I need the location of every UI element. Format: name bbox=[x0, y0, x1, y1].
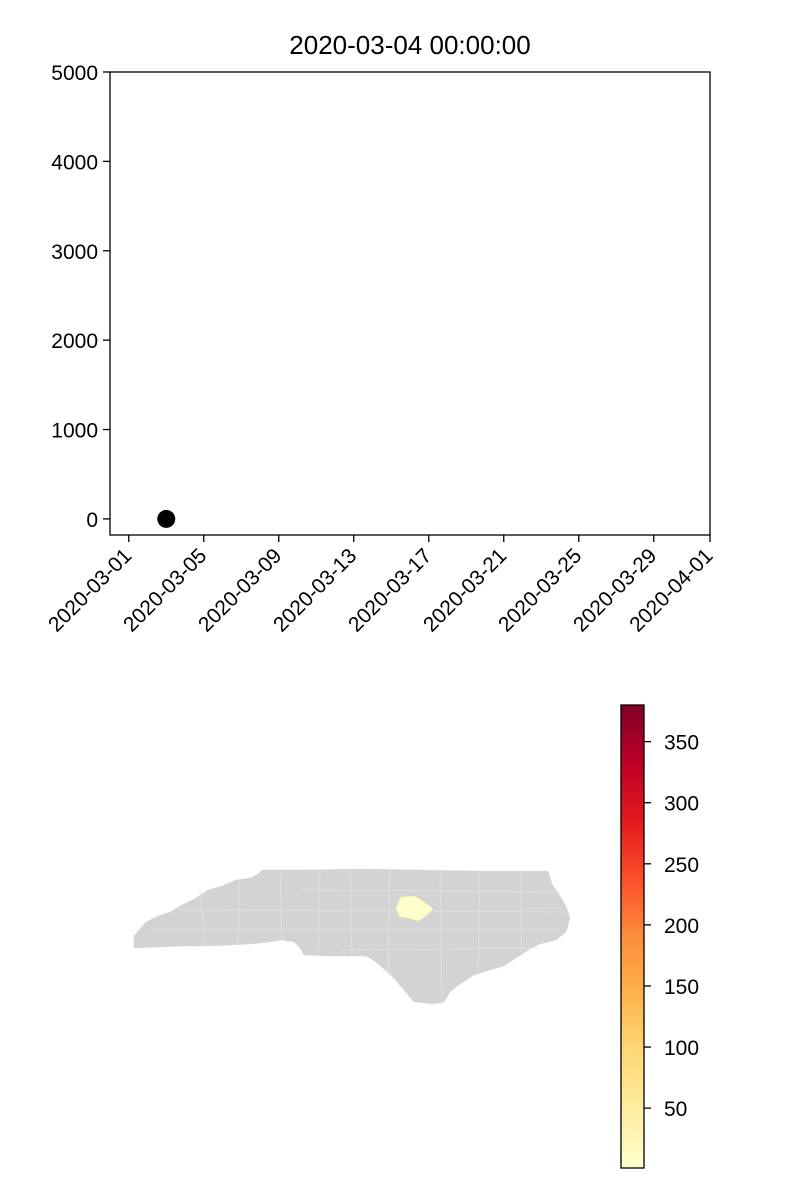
x-axis-ticks: 2020-03-012020-03-052020-03-092020-03-13… bbox=[44, 535, 718, 636]
plot-area-frame bbox=[109, 71, 711, 536]
y-tick-label: 3000 bbox=[51, 241, 98, 264]
colorbar-tick-label: 250 bbox=[664, 854, 699, 877]
colorbar-tick-label: 100 bbox=[664, 1037, 699, 1060]
y-tick-label: 0 bbox=[86, 509, 98, 532]
y-tick-label: 2000 bbox=[51, 330, 98, 353]
data-point bbox=[157, 509, 176, 528]
colorbar-ticks: 50 100 150 200 250 300 350 bbox=[644, 732, 699, 1121]
y-tick-label: 1000 bbox=[51, 420, 98, 443]
y-tick-label: 5000 bbox=[51, 62, 98, 85]
y-tick-label: 4000 bbox=[51, 151, 98, 174]
highlighted-county-wake bbox=[395, 895, 434, 922]
colorbar-tick-label: 50 bbox=[664, 1098, 687, 1121]
colorbar-tick-label: 300 bbox=[664, 793, 699, 816]
chart-title: 2020-03-04 00:00:00 bbox=[289, 30, 530, 60]
colorbar-frame bbox=[620, 704, 645, 1169]
scatter-chart: 2020-03-04 00:00:00 0 1000 2000 3000 4000 500… bbox=[44, 30, 717, 636]
data-points bbox=[157, 509, 176, 528]
colorbar-tick-label: 150 bbox=[664, 976, 699, 999]
county-borders bbox=[150, 868, 567, 1003]
nc-county-map bbox=[133, 868, 571, 1005]
colorbar-gradient bbox=[621, 705, 644, 1168]
north-carolina-state-shape bbox=[133, 868, 571, 1005]
y-axis-ticks: 0 1000 2000 3000 4000 5000 bbox=[51, 62, 110, 532]
colorbar-tick-label: 200 bbox=[664, 915, 699, 938]
colorbar-tick-label: 350 bbox=[664, 732, 699, 755]
colorbar: 50 100 150 200 250 300 350 bbox=[620, 704, 699, 1169]
